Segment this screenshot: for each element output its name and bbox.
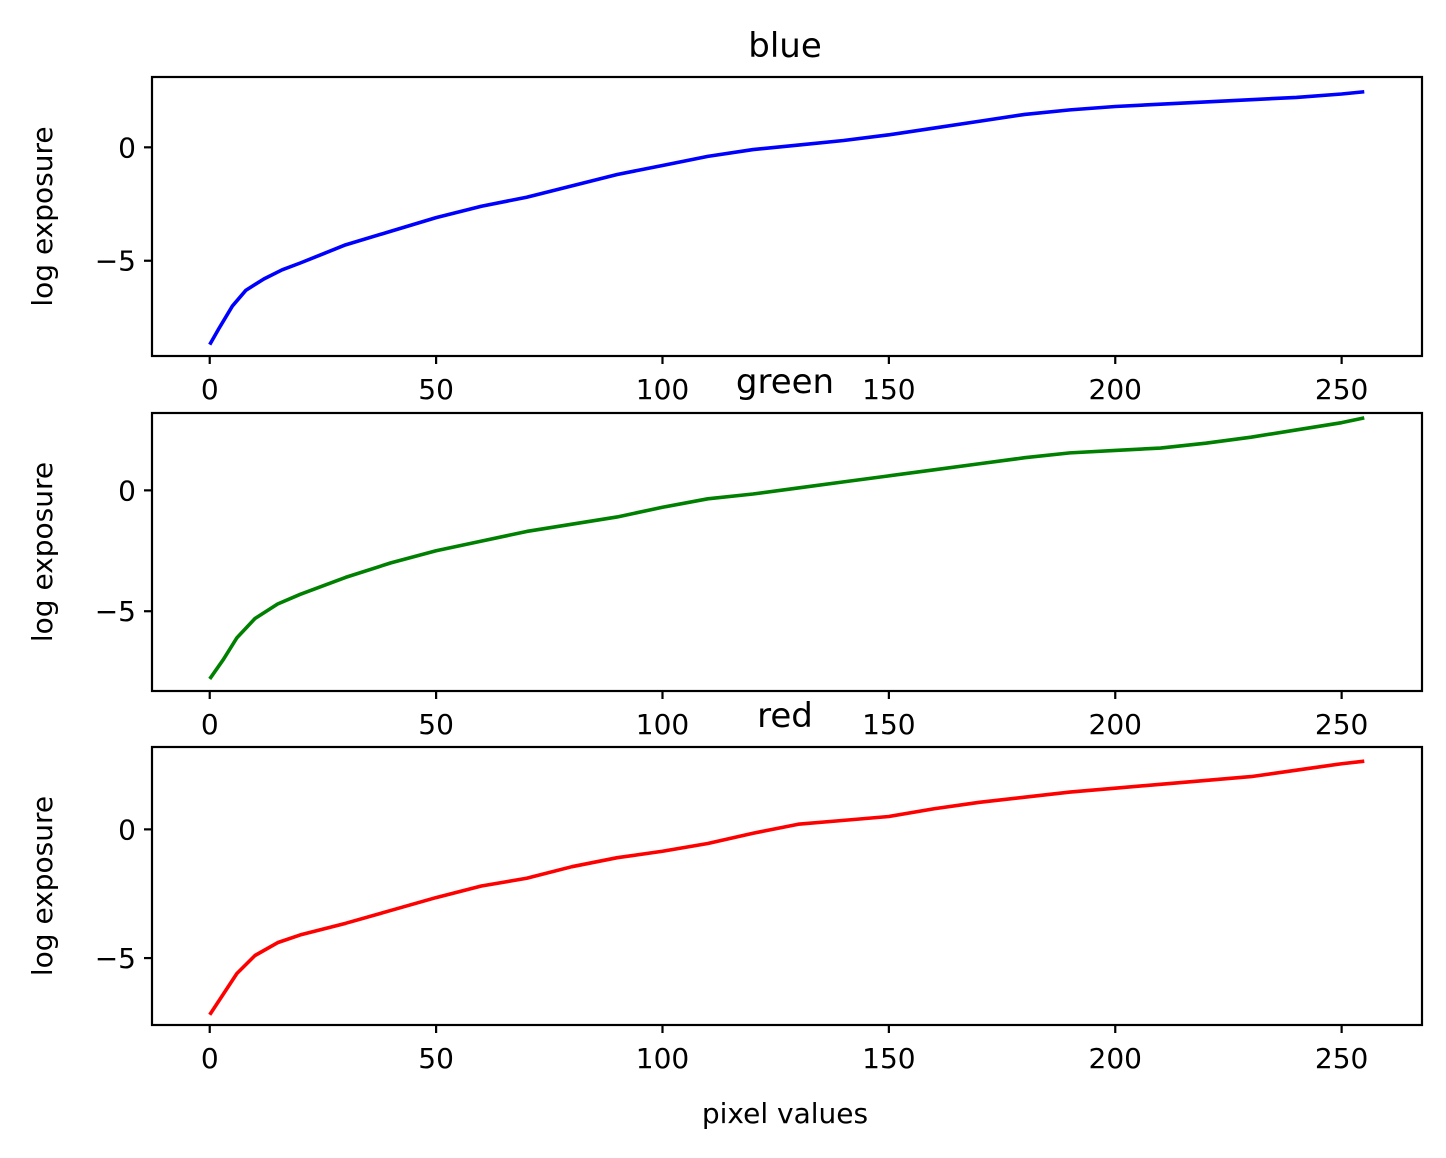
x-tick-label: 150 [862,373,915,406]
y-axis-label: log exposure [26,462,59,642]
x-tick-label: 200 [1089,373,1142,406]
y-tick-label: −5 [95,942,136,975]
series-line-red [208,759,1365,1016]
x-tick-label: 0 [201,708,219,741]
chart-title: red [757,696,813,736]
axes-frame [150,75,1424,358]
x-tick-label: 200 [1089,1042,1142,1075]
subplots: 0 50 100 150 200 250 −5 0 blue log exposure 0 50 100… [26,26,1424,1130]
subplot-blue: 0 50 100 150 200 250 −5 0 blue log exposure [26,26,1424,406]
x-tick-label: 100 [636,1042,689,1075]
x-tick-label: 100 [636,708,689,741]
y-tick-label: −5 [95,245,136,278]
y-tick-label: −5 [95,595,136,628]
axes-frame [150,745,1424,1027]
x-tick-label: 50 [418,373,454,406]
axes-frame [150,411,1424,693]
x-tick-label: 50 [418,708,454,741]
x-axis-label: pixel values [702,1097,868,1130]
x-tick-label: 100 [636,373,689,406]
series-line-blue [208,89,1365,346]
subplot-red: 0 50 100 150 200 250 −5 0 red log exposure pixel v… [26,696,1424,1130]
series-line-green [208,416,1365,680]
x-tick-label: 250 [1315,1042,1368,1075]
x-tick-label: 0 [201,373,219,406]
x-tick-label: 0 [201,1042,219,1075]
x-tick-label: 250 [1315,708,1368,741]
y-tick-label: 0 [118,813,136,846]
x-tick-label: 150 [862,708,915,741]
y-tick-label: 0 [118,474,136,507]
subplot-green: 0 50 100 150 200 250 −5 0 green log exposure [26,362,1424,741]
y-axis-label: log exposure [26,796,59,976]
x-tick-label: 250 [1315,373,1368,406]
chart-title: blue [748,26,822,66]
chart-title: green [736,362,834,402]
x-tick-label: 150 [862,1042,915,1075]
x-tick-label: 200 [1089,708,1142,741]
y-tick-label: 0 [118,131,136,164]
x-tick-label: 50 [418,1042,454,1075]
y-axis-label: log exposure [26,126,59,306]
